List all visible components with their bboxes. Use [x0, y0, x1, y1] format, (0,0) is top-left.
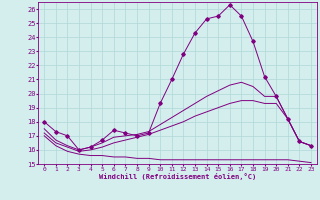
X-axis label: Windchill (Refroidissement éolien,°C): Windchill (Refroidissement éolien,°C)	[99, 173, 256, 180]
